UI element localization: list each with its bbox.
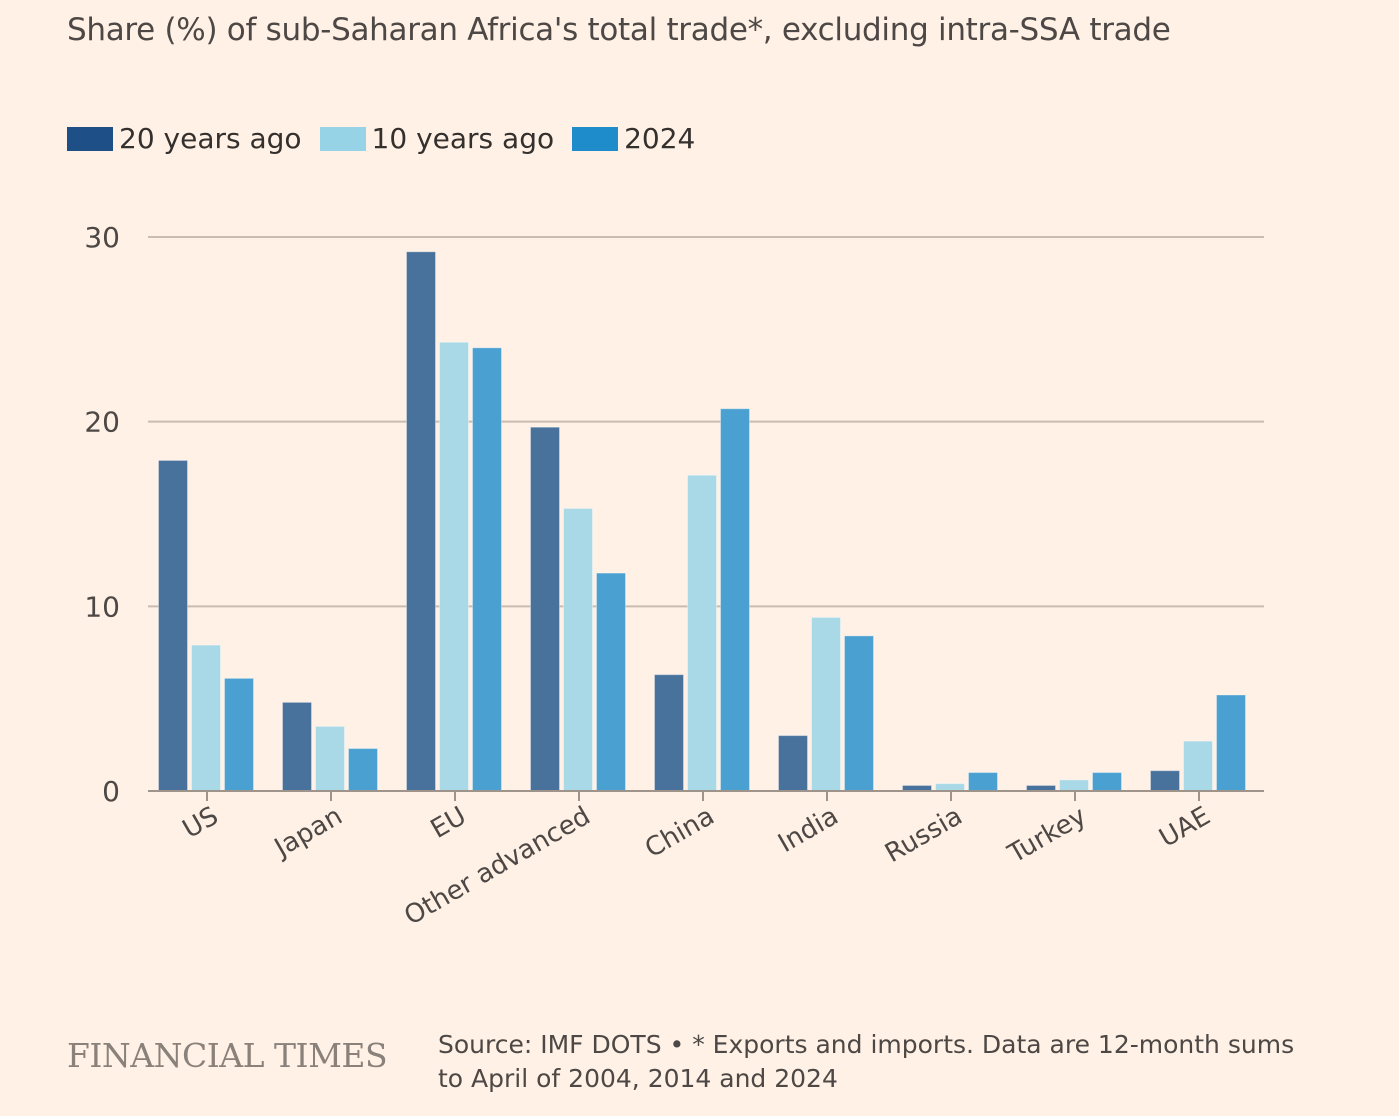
bar-other-advanced-2 <box>596 572 626 792</box>
y-tick-label: 30 <box>84 221 120 254</box>
bar-japan-1 <box>315 725 345 792</box>
bar-eu-0 <box>406 251 436 792</box>
source-note: Source: IMF DOTS • * Exports and imports… <box>438 1030 1295 1093</box>
chart-title: Share (%) of sub-Saharan Africa's total … <box>67 12 1171 48</box>
ft-logo: FINANCIAL TIMES <box>67 1036 388 1075</box>
x-tick-label: China <box>640 801 719 864</box>
y-tick-label: 10 <box>84 590 120 623</box>
bar-india-1 <box>811 616 841 792</box>
legend-label: 2024 <box>624 122 696 155</box>
x-tick-label: India <box>773 801 843 859</box>
bar-russia-2 <box>968 772 998 792</box>
y-tick-label: 20 <box>84 406 120 439</box>
bar-turkey-2 <box>1092 772 1122 792</box>
bar-us-1 <box>191 644 221 792</box>
bar-russia-1 <box>935 783 965 792</box>
x-tick-label: US <box>178 801 224 845</box>
bar-us-0 <box>158 459 188 792</box>
x-tick-label: Turkey <box>1002 801 1091 870</box>
bar-eu-1 <box>439 341 469 792</box>
y-tick-label: 0 <box>102 775 120 808</box>
legend-item-2024: 2024 <box>572 122 695 155</box>
legend-label: 20 years ago <box>119 122 302 155</box>
legend-swatch <box>319 126 366 151</box>
x-tick-label: EU <box>426 801 472 845</box>
bar-eu-2 <box>472 347 502 792</box>
bar-japan-0 <box>282 701 312 792</box>
bar-china-1 <box>687 474 717 792</box>
legend-label: 10 years ago <box>371 122 555 155</box>
x-tick-label: Russia <box>880 801 967 869</box>
bar-china-2 <box>720 408 750 792</box>
legend-item-20-years-ago: 20 years ago <box>67 122 302 155</box>
bar-china-0 <box>654 674 684 792</box>
bar-us-2 <box>224 677 254 792</box>
bar-japan-2 <box>348 748 378 792</box>
x-tick-label: UAE <box>1154 801 1215 854</box>
legend-swatch <box>67 126 113 151</box>
x-tick-label: Japan <box>268 801 348 864</box>
bar-uae-2 <box>1216 694 1246 792</box>
bar-uae-1 <box>1183 740 1213 792</box>
bar-other-advanced-0 <box>530 426 560 792</box>
bar-turkey-1 <box>1059 779 1089 792</box>
legend-swatch <box>572 126 619 151</box>
legend: 20 years ago 10 years ago 2024 <box>67 122 713 155</box>
bar-uae-0 <box>1150 770 1180 792</box>
y-axis-ticks: 0 10 20 30 <box>84 221 120 808</box>
bar-india-0 <box>778 735 808 792</box>
bar-india-2 <box>844 635 874 792</box>
bar-other-advanced-1 <box>563 507 593 792</box>
legend-item-10-years-ago: 10 years ago <box>319 122 555 155</box>
bars <box>158 251 1246 792</box>
